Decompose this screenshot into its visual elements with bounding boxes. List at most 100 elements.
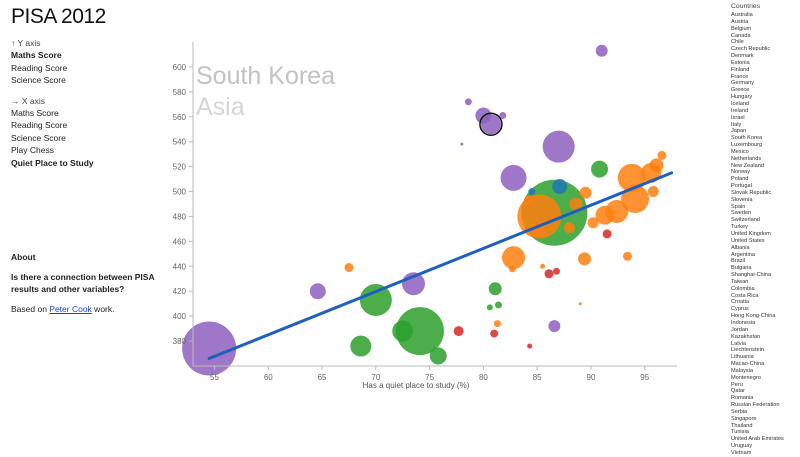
x-option-reading[interactable]: Reading Score <box>11 120 68 131</box>
data-bubble[interactable] <box>621 185 650 214</box>
country-item[interactable]: Canada <box>731 32 751 39</box>
country-item[interactable]: Jordan <box>731 326 749 333</box>
data-bubble[interactable] <box>591 160 609 178</box>
data-bubble[interactable] <box>344 263 354 273</box>
country-item[interactable]: Turkey <box>731 224 748 231</box>
country-item[interactable]: Costa Rica <box>731 292 759 299</box>
data-bubble[interactable] <box>499 112 507 120</box>
country-item[interactable]: Finland <box>731 66 750 73</box>
country-item[interactable]: Croatia <box>731 299 750 306</box>
country-item[interactable]: Malaysia <box>731 367 754 374</box>
country-item[interactable]: Montenegro <box>731 374 761 381</box>
data-bubble[interactable] <box>494 301 502 309</box>
data-bubble[interactable] <box>540 263 546 269</box>
country-item[interactable]: Israel <box>731 114 745 121</box>
country-item[interactable]: Vietnam <box>731 450 752 456</box>
country-item[interactable]: Estonia <box>731 59 750 66</box>
country-item[interactable]: Mexico <box>731 148 749 155</box>
data-bubble[interactable] <box>350 335 372 357</box>
country-item[interactable]: Portugal <box>731 183 752 190</box>
data-bubble[interactable] <box>488 282 502 296</box>
country-item[interactable]: Luxembourg <box>731 142 763 149</box>
country-item[interactable]: Peru <box>731 381 743 388</box>
data-bubble[interactable] <box>429 347 447 365</box>
country-item[interactable]: Ireland <box>731 107 749 114</box>
country-item[interactable]: Argentina <box>731 251 755 258</box>
country-item[interactable]: Serbia <box>731 408 748 415</box>
data-bubble[interactable] <box>502 246 526 270</box>
country-item[interactable]: Switzerland <box>731 217 760 224</box>
country-item[interactable]: Indonesia <box>731 319 756 326</box>
data-bubble[interactable] <box>579 186 592 199</box>
data-bubble[interactable] <box>490 329 499 338</box>
data-bubble[interactable] <box>578 252 592 266</box>
country-item[interactable]: Brazil <box>731 258 745 265</box>
data-bubble[interactable] <box>517 194 562 239</box>
country-item[interactable]: New Zealand <box>731 162 764 169</box>
country-item[interactable]: Russian Federation <box>731 402 780 409</box>
country-item[interactable]: Czech Republic <box>731 46 771 53</box>
country-item[interactable]: Tunisia <box>731 429 749 436</box>
data-bubble[interactable] <box>392 320 414 342</box>
country-item[interactable]: Germany <box>731 80 755 87</box>
country-item[interactable]: Greece <box>731 87 750 94</box>
country-item[interactable]: Thailand <box>731 422 753 429</box>
data-bubble[interactable] <box>500 164 527 191</box>
data-bubble[interactable] <box>578 302 582 306</box>
country-item[interactable]: Colombia <box>731 285 755 292</box>
data-bubble[interactable] <box>657 150 667 160</box>
data-bubble[interactable] <box>647 186 659 198</box>
data-bubble[interactable] <box>359 283 392 316</box>
data-bubble[interactable] <box>602 229 612 239</box>
country-item[interactable]: Iceland <box>731 100 750 107</box>
data-bubble[interactable] <box>528 188 536 196</box>
data-bubble[interactable] <box>623 251 633 261</box>
country-item[interactable]: South Korea <box>731 135 763 142</box>
country-item[interactable]: Hungary <box>731 94 753 101</box>
data-bubble[interactable] <box>527 343 533 349</box>
country-item[interactable]: Sweden <box>731 210 752 217</box>
country-item[interactable]: Macao-China <box>731 361 765 368</box>
country-item[interactable]: Denmark <box>731 53 754 60</box>
country-item[interactable]: Romania <box>731 395 754 402</box>
data-bubble[interactable] <box>182 321 237 376</box>
data-bubble[interactable] <box>563 222 575 234</box>
country-item[interactable]: Slovenia <box>731 196 753 203</box>
y-option-science[interactable]: Science Score <box>11 75 66 86</box>
country-item[interactable]: France <box>731 73 749 80</box>
country-item[interactable]: Slovak Republic <box>731 189 772 196</box>
x-option-maths[interactable]: Maths Score <box>11 108 59 119</box>
y-option-reading[interactable]: Reading Score <box>11 62 68 73</box>
data-bubble[interactable] <box>649 158 664 173</box>
data-bubble[interactable] <box>508 265 516 273</box>
x-option-science[interactable]: Science Score <box>11 132 66 143</box>
country-item[interactable]: Latvia <box>731 340 746 347</box>
credit-link[interactable]: Peter Cook <box>49 304 92 314</box>
data-bubble[interactable] <box>486 304 493 311</box>
data-bubble[interactable] <box>553 267 561 275</box>
data-bubble[interactable] <box>595 44 608 57</box>
data-bubble[interactable] <box>595 205 615 225</box>
country-item[interactable]: Australia <box>731 12 753 18</box>
country-item[interactable]: Austria <box>731 18 749 25</box>
country-item[interactable]: Cyprus <box>731 306 749 313</box>
country-item[interactable]: Italy <box>731 121 742 128</box>
country-item[interactable]: Liechtenstein <box>731 347 764 354</box>
country-item[interactable]: Taiwan <box>731 278 749 285</box>
country-item[interactable]: Chile <box>731 39 744 46</box>
data-bubble[interactable] <box>552 179 568 195</box>
country-item[interactable]: United Kingdom <box>731 231 771 237</box>
country-item[interactable]: Shanghai-China <box>731 272 772 279</box>
x-option-quiet-place[interactable]: Quiet Place to Study <box>11 157 94 168</box>
country-item[interactable]: United Arab Emirates <box>731 436 784 443</box>
data-bubble[interactable] <box>569 197 583 211</box>
data-bubble[interactable] <box>464 98 472 106</box>
data-bubble[interactable] <box>548 320 561 333</box>
country-item[interactable]: Qatar <box>731 388 745 395</box>
data-bubble[interactable] <box>542 130 575 163</box>
y-option-maths[interactable]: Maths Score <box>11 50 62 61</box>
country-item[interactable]: Norway <box>731 169 750 176</box>
country-item[interactable]: Japan <box>731 128 747 135</box>
country-item[interactable]: Bulgaria <box>731 265 752 272</box>
data-bubble[interactable] <box>493 320 501 328</box>
